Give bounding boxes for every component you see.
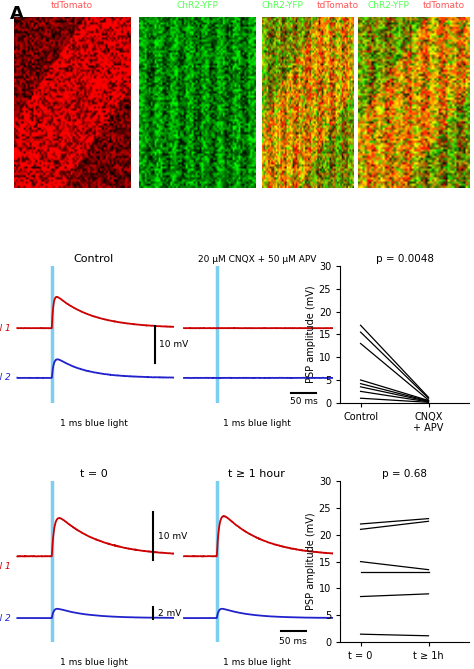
Title: p = 0.0048: p = 0.0048 <box>376 254 434 264</box>
Text: 1 ms blue light: 1 ms blue light <box>223 658 291 668</box>
Text: 1 ms blue light: 1 ms blue light <box>60 419 128 428</box>
Text: L3: L3 <box>357 60 367 69</box>
Text: 10 mV: 10 mV <box>158 532 187 541</box>
Text: Vₘ cell 2: Vₘ cell 2 <box>0 373 11 383</box>
Text: L5B: L5B <box>357 113 373 122</box>
Text: L6: L6 <box>357 142 367 151</box>
Text: 50 ms: 50 ms <box>279 637 307 646</box>
Y-axis label: PSP amplitude (mV): PSP amplitude (mV) <box>306 513 316 610</box>
Text: L2: L2 <box>357 43 367 52</box>
Text: L1: L1 <box>357 27 367 37</box>
Text: ChR2-YFP: ChR2-YFP <box>261 1 303 10</box>
Text: 1 ms blue light: 1 ms blue light <box>223 419 291 428</box>
Text: ChR2-YFP: ChR2-YFP <box>176 1 219 10</box>
Text: tdTomato: tdTomato <box>317 1 359 10</box>
Text: 50 ms: 50 ms <box>290 397 318 405</box>
Text: tdTomato: tdTomato <box>51 1 93 10</box>
Title: p = 0.68: p = 0.68 <box>382 469 427 479</box>
Text: 2 mV: 2 mV <box>158 609 181 618</box>
Text: Vₘ cell 1: Vₘ cell 1 <box>0 324 11 332</box>
Text: tdTomato: tdTomato <box>423 1 465 10</box>
Text: Vₘ cell 2: Vₘ cell 2 <box>0 613 11 623</box>
Text: ChR2-YFP: ChR2-YFP <box>367 1 409 10</box>
Title: 20 μM CNQX + 50 μM APV: 20 μM CNQX + 50 μM APV <box>198 255 316 264</box>
Title: t = 0: t = 0 <box>80 469 108 479</box>
Y-axis label: PSP amplitude (mV): PSP amplitude (mV) <box>306 286 316 383</box>
Text: L5A: L5A <box>357 96 373 105</box>
Text: 10 mV: 10 mV <box>159 340 189 349</box>
Text: Vₘ cell 1: Vₘ cell 1 <box>0 561 11 571</box>
Title: t ≥ 1 hour: t ≥ 1 hour <box>228 469 285 479</box>
Text: 200 μm: 200 μm <box>203 159 235 167</box>
Title: Control: Control <box>74 254 114 264</box>
Text: A: A <box>9 5 24 23</box>
Text: L4: L4 <box>357 81 367 90</box>
Text: 1 ms blue light: 1 ms blue light <box>60 658 128 668</box>
